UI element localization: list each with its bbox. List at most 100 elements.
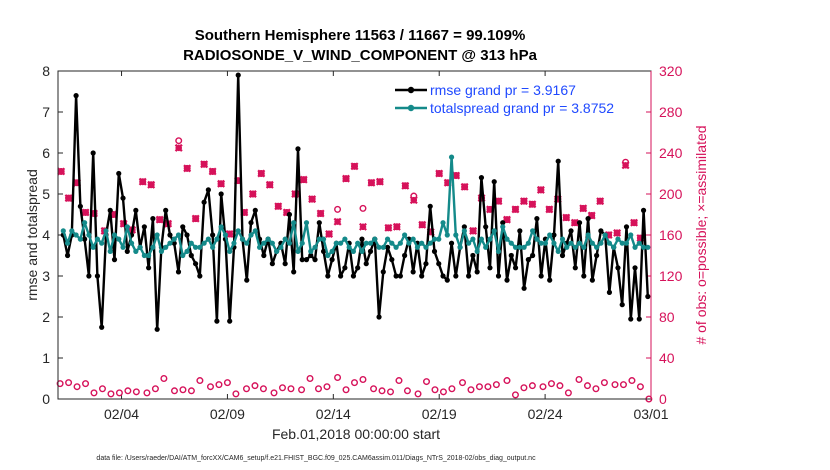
rmse-point — [111, 257, 118, 263]
totalspread-point — [325, 252, 331, 259]
possible-low-marker — [492, 381, 500, 389]
totalspread-point — [436, 236, 442, 242]
totalspread-point — [623, 240, 630, 246]
totalspread-point — [602, 232, 608, 238]
rmse-point — [568, 228, 574, 234]
totalspread-point — [69, 228, 75, 234]
assimilated-marker — [350, 162, 359, 171]
totalspread-point — [461, 228, 467, 234]
possible-low-marker — [619, 381, 627, 389]
totalspread-point — [517, 244, 523, 250]
totalspread-point — [350, 248, 357, 254]
y-left-tick-label: 6 — [42, 145, 50, 161]
rmse-point — [389, 257, 395, 263]
totalspread-point — [274, 248, 280, 254]
assimilated-marker — [452, 171, 461, 180]
assimilated-marker — [308, 195, 317, 204]
rmse-point — [461, 224, 467, 230]
possible-low-marker — [90, 389, 98, 397]
totalspread-point — [555, 248, 561, 254]
rmse-line — [62, 73, 649, 331]
rmse-point — [316, 220, 322, 226]
totalspread-point — [619, 240, 625, 246]
totalspread-point — [154, 232, 160, 238]
rmse-point — [150, 216, 156, 222]
totalspread-point — [521, 244, 527, 250]
rmse-point — [116, 170, 122, 177]
totalspread-point — [227, 248, 233, 254]
rmse-point — [478, 175, 485, 181]
assimilated-marker — [511, 205, 520, 214]
y-left-tick-label: 5 — [42, 186, 50, 202]
assimilated-marker — [138, 177, 147, 186]
totalspread-point — [538, 240, 544, 246]
totalspread-point — [150, 244, 156, 250]
totalspread-point — [474, 248, 480, 254]
possible-low-marker — [306, 375, 314, 383]
assimilated-marker — [596, 197, 605, 206]
y-axis-right-label: # of obs: o=possible; ×=assimilated — [693, 125, 709, 344]
totalspread-point — [167, 240, 173, 246]
totalspread-point — [598, 240, 604, 246]
totalspread-point — [197, 244, 203, 250]
rmse-point — [303, 257, 310, 263]
possible-low-marker — [575, 376, 583, 384]
rmse-point — [299, 257, 305, 263]
y-right-tick-label: 240 — [659, 145, 683, 161]
assimilated-marker — [367, 178, 376, 187]
totalspread-point — [359, 248, 365, 254]
totalspread-point — [611, 244, 617, 250]
y-right-tick-label: 160 — [659, 227, 683, 243]
y-left-tick-label: 3 — [42, 268, 50, 284]
totalspread-point — [261, 240, 267, 246]
possible-low-marker — [636, 383, 644, 391]
totalspread-point — [581, 244, 587, 250]
possible-low-marker — [187, 387, 195, 395]
totalspread-point — [128, 240, 135, 246]
possible-low-marker — [484, 383, 492, 391]
totalspread-point — [137, 244, 143, 250]
possible-low-marker — [403, 387, 411, 395]
totalspread-point — [431, 236, 438, 242]
possible-low-marker — [628, 377, 636, 385]
rmse-point — [538, 273, 544, 279]
rmse-point — [517, 228, 523, 234]
y-right-tick-label: 40 — [659, 350, 675, 366]
totalspread-point — [568, 240, 574, 246]
rmse-point — [295, 146, 301, 152]
totalspread-point — [171, 236, 177, 242]
possible-low-marker — [592, 385, 600, 393]
totalspread-point — [346, 244, 352, 250]
rmse-point — [555, 158, 561, 164]
possible-low-marker — [242, 385, 250, 393]
totalspread-point — [64, 240, 71, 246]
rmse-point — [487, 265, 493, 271]
possible-low-marker — [467, 386, 475, 394]
rmse-point — [184, 232, 190, 238]
totalspread-point — [107, 248, 113, 254]
totalspread-point — [201, 240, 207, 246]
possible-low-marker — [98, 385, 106, 393]
totalspread-point — [299, 240, 305, 246]
possible-low-marker — [251, 382, 259, 390]
y-right-tick-label: 200 — [659, 186, 683, 202]
rmse-point — [448, 240, 455, 246]
totalspread-point — [320, 236, 327, 242]
totalspread-point — [491, 228, 497, 234]
assimilated-marker — [147, 180, 156, 189]
y-right-tick-label: 80 — [659, 309, 675, 325]
possible-low-marker — [107, 390, 115, 398]
rmse-point — [606, 289, 613, 295]
totalspread-point — [252, 228, 258, 234]
totalspread-point — [448, 154, 455, 160]
totalspread-point — [440, 220, 446, 226]
assimilated-marker — [536, 185, 545, 194]
possible-low-marker — [439, 388, 447, 396]
possible-low-marker — [334, 373, 342, 381]
rmse-point — [645, 293, 651, 300]
y-left-tick-label: 8 — [42, 63, 50, 79]
possible-low-marker — [278, 384, 286, 392]
possible-low-marker — [143, 389, 151, 397]
totalspread-point — [308, 248, 314, 254]
totalspread-point — [175, 232, 182, 238]
